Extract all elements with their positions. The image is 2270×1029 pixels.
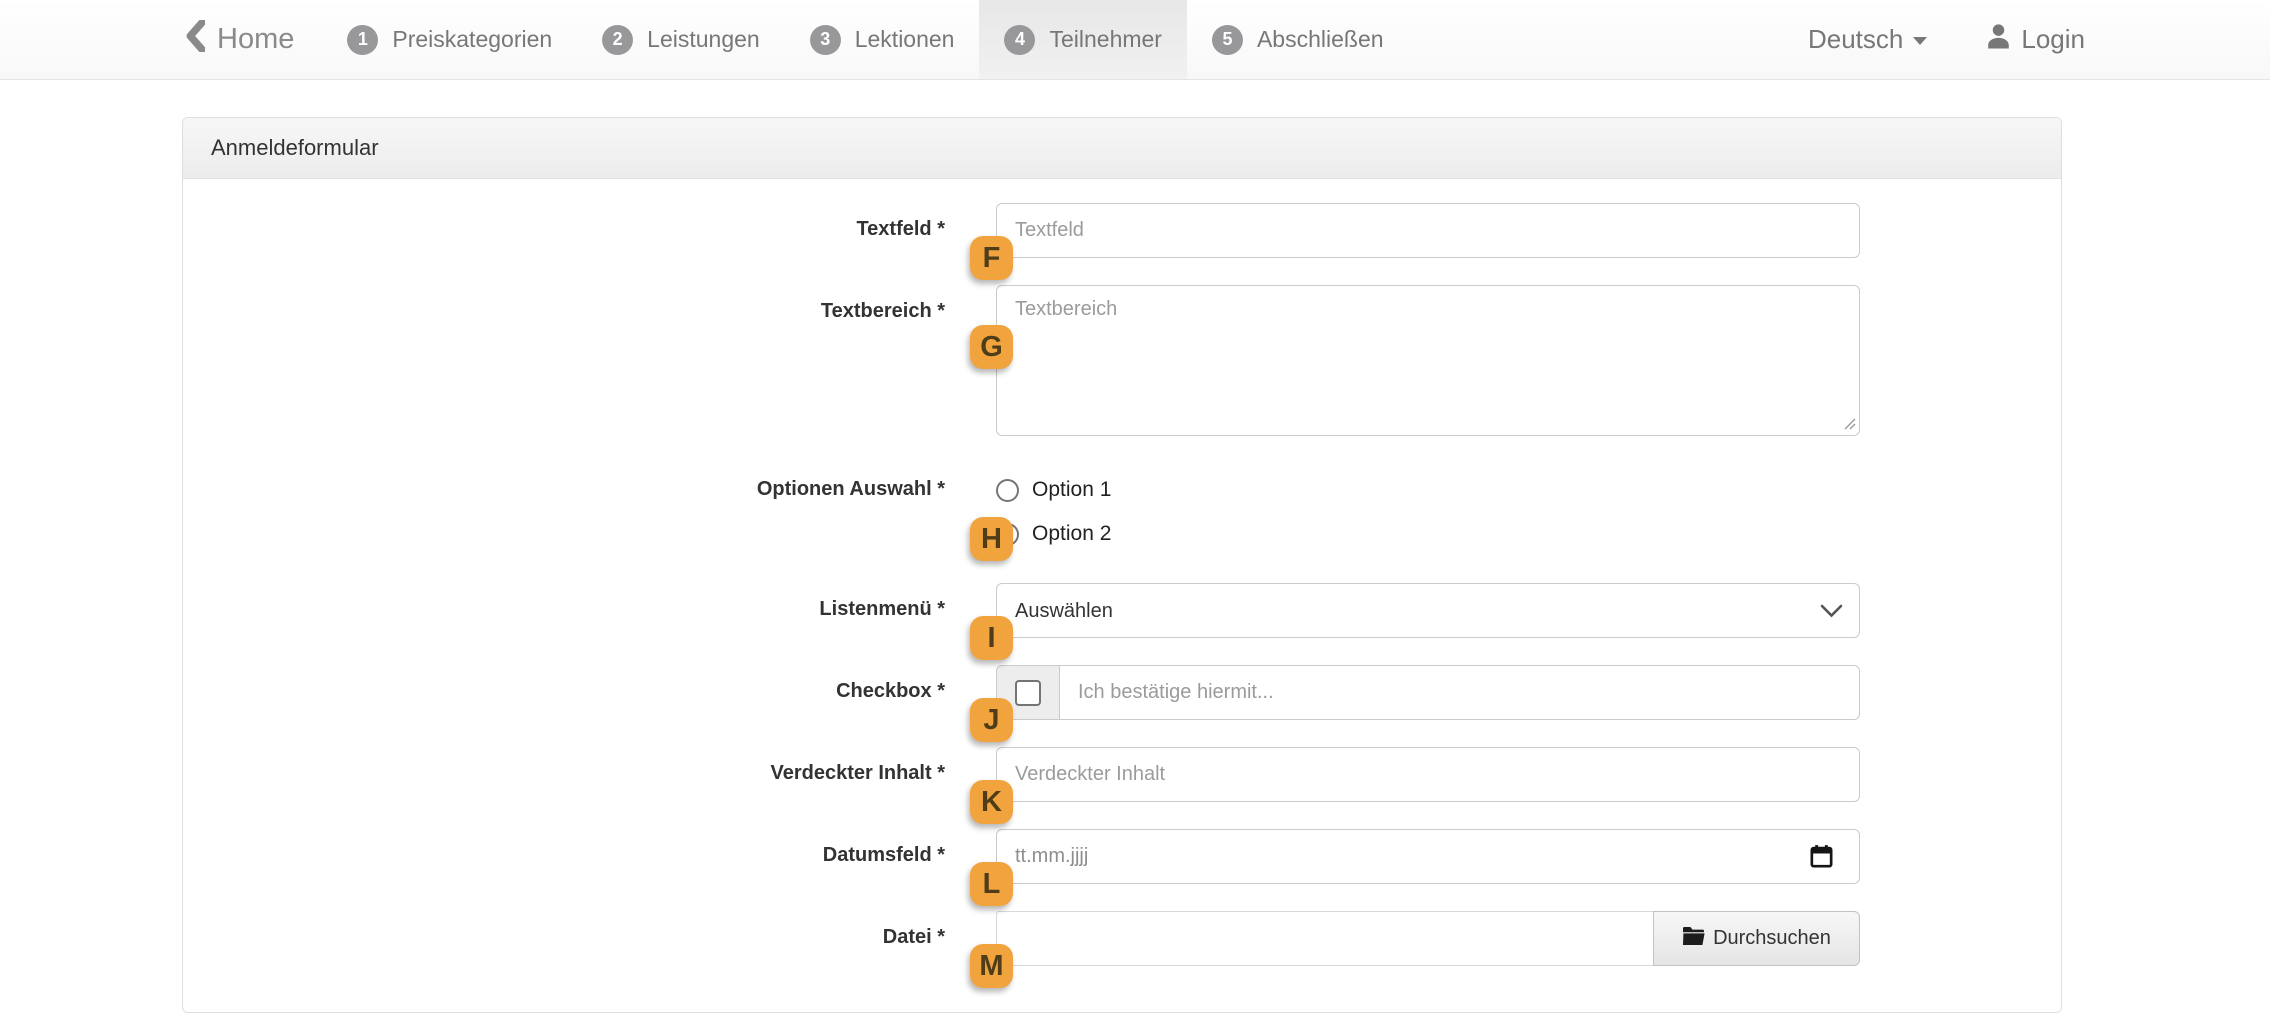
language-label: Deutsch bbox=[1807, 24, 1904, 54]
som-badge-i: I bbox=[970, 616, 1013, 660]
form-row-textbereich: Textbereich * G bbox=[183, 285, 2061, 441]
step-label: Preiskategorien bbox=[392, 26, 553, 52]
textbereich-label: Textbereich * bbox=[820, 300, 945, 322]
form-row-optionen: Optionen Auswahl * Option 1 Option 2 H bbox=[183, 468, 2061, 561]
listenmenu-select[interactable]: Auswählen bbox=[996, 583, 1860, 638]
language-dropdown[interactable]: Deutsch bbox=[1807, 24, 1928, 55]
som-badge-l: L bbox=[970, 862, 1013, 906]
datumsfeld-input[interactable] bbox=[996, 829, 1860, 884]
user-icon bbox=[1985, 23, 2012, 57]
folder-icon bbox=[1682, 926, 1706, 952]
browse-button[interactable]: Durchsuchen bbox=[1653, 911, 1860, 966]
radio-row-option-1: Option 1 bbox=[996, 468, 1860, 512]
optionen-label: Optionen Auswahl * bbox=[756, 478, 945, 500]
option-1-label: Option 1 bbox=[1032, 478, 1112, 501]
step-label: Teilnehmer bbox=[1049, 26, 1162, 52]
nav-home-link[interactable]: Home bbox=[185, 0, 294, 79]
step-label: Leistungen bbox=[647, 26, 760, 52]
textfeld-label: Textfeld * bbox=[856, 218, 945, 240]
step-teilnehmer-active[interactable]: 4 Teilnehmer bbox=[979, 0, 1187, 79]
step-label: Abschließen bbox=[1256, 26, 1384, 52]
datumsfeld-label: Datumsfeld * bbox=[822, 844, 945, 866]
form-row-checkbox: Checkbox * J bbox=[183, 665, 2061, 742]
som-badge-k: K bbox=[970, 780, 1013, 824]
login-link[interactable]: Login bbox=[1985, 23, 2085, 57]
step-leistungen[interactable]: 2 Leistungen bbox=[577, 0, 785, 79]
navbar-right: Deutsch Login bbox=[1808, 0, 2085, 79]
form-row-listenmenu: Listenmenü * Auswählen I bbox=[183, 583, 2061, 660]
datei-label: Datei * bbox=[882, 926, 945, 948]
step-nav: 1 Preiskategorien 2 Leistungen 3 Lektion… bbox=[322, 0, 1408, 79]
som-badge-h: H bbox=[970, 517, 1013, 561]
som-badge-m: M bbox=[970, 944, 1013, 988]
textbereich-textarea[interactable] bbox=[996, 285, 1860, 436]
nav-home-label: Home bbox=[217, 23, 295, 55]
som-badge-f: F bbox=[970, 236, 1013, 280]
login-label: Login bbox=[2021, 24, 2085, 54]
step-label: Lektionen bbox=[854, 26, 955, 52]
option-2-label: Option 2 bbox=[1032, 522, 1112, 545]
som-badge-g: G bbox=[970, 325, 1013, 369]
listenmenu-label: Listenmenü * bbox=[819, 598, 945, 620]
option-1-radio[interactable] bbox=[996, 478, 1019, 502]
chevron-left-icon bbox=[185, 18, 206, 60]
panel-heading: Anmeldeformular bbox=[183, 118, 2061, 179]
step-lektionen[interactable]: 3 Lektionen bbox=[785, 0, 980, 79]
browse-button-label: Durchsuchen bbox=[1713, 927, 1831, 949]
navbar: Home 1 Preiskategorien 2 Leistungen 3 Le… bbox=[0, 0, 2270, 80]
step-number-badge: 5 bbox=[1211, 24, 1243, 55]
step-preiskategorien[interactable]: 1 Preiskategorien bbox=[322, 0, 577, 79]
radio-row-option-2: Option 2 bbox=[996, 512, 1860, 556]
form-row-verdeckter-inhalt: Verdeckter Inhalt * K bbox=[183, 747, 2061, 824]
verdeckter-inhalt-label: Verdeckter Inhalt * bbox=[770, 762, 945, 784]
step-number-badge: 3 bbox=[809, 24, 841, 55]
textfeld-input[interactable] bbox=[996, 203, 1860, 258]
form-row-datumsfeld: Datumsfeld * L bbox=[183, 829, 2061, 906]
file-path-field[interactable] bbox=[996, 911, 1653, 966]
form-row-datei: Datei * Durchsuchen M bbox=[183, 911, 2061, 988]
form-row-textfeld: Textfeld * F bbox=[183, 203, 2061, 280]
checkbox-text-input[interactable] bbox=[1059, 665, 1860, 720]
registration-panel: Anmeldeformular Textfeld * F Textbereich… bbox=[182, 117, 2062, 1013]
som-badge-j: J bbox=[970, 698, 1013, 742]
step-number-badge: 4 bbox=[1004, 24, 1036, 55]
step-abschliessen[interactable]: 5 Abschließen bbox=[1187, 0, 1409, 79]
step-number-badge: 2 bbox=[602, 24, 634, 55]
datei-file-input[interactable]: Durchsuchen bbox=[996, 911, 1860, 966]
caret-down-icon bbox=[1913, 37, 1928, 45]
step-number-badge: 1 bbox=[347, 24, 379, 55]
verdeckter-inhalt-input[interactable] bbox=[996, 747, 1860, 802]
confirm-checkbox[interactable] bbox=[1015, 679, 1041, 706]
panel-body: Textfeld * F Textbereich * G Optionen Au… bbox=[183, 179, 2061, 1012]
panel-title: Anmeldeformular bbox=[211, 135, 379, 160]
checkbox-label: Checkbox * bbox=[836, 680, 945, 702]
